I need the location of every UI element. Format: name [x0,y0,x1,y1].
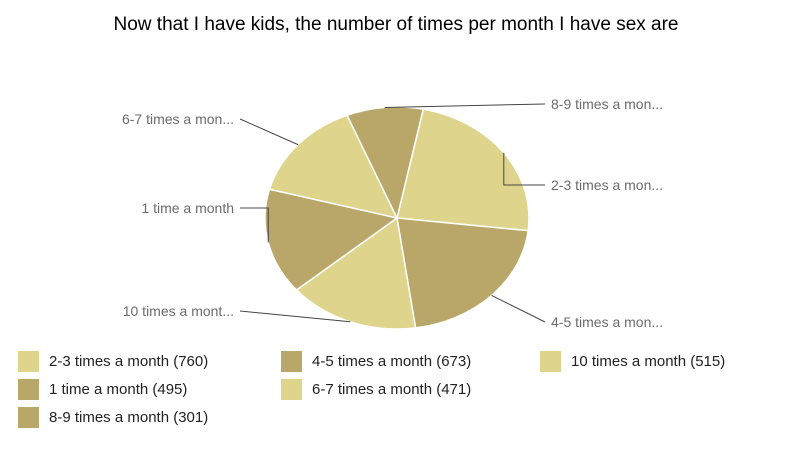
pie-chart: 2-3 times a mon... 4-5 times a mon... 10 t… [122,96,663,330]
legend-label: 2-3 times a month (760) [49,352,209,370]
pie-slice-10-times-a-month [295,216,417,330]
legend-item: 4-5 times a month (673) [281,350,471,372]
callout-label: 6-7 times a mon... [122,111,234,127]
callout-line [503,152,545,186]
pie-slice-4-5-times-a-month [396,217,529,329]
callout-line [384,103,546,108]
callout-label: 10 times a mont... [123,303,234,319]
callout-label: 4-5 times a mon... [551,314,663,330]
legend-item: 10 times a month (515) [540,350,725,372]
callout-label: 2-3 times a mon... [551,177,663,193]
legend-label: 1 time a month (495) [49,380,188,398]
callout-line [239,118,299,146]
legend-label: 6-7 times a month (471) [312,380,472,398]
legend-label: 8-9 times a month (301) [49,408,209,426]
pie-slice-6-7-times-a-month [268,114,399,220]
callout-line [491,294,546,323]
legend-swatch [18,406,39,428]
callout-line [239,310,351,323]
legend-item: 2-3 times a month (760) [18,350,208,372]
legend-swatch [540,350,561,372]
legend-swatch [281,378,302,400]
legend-swatch [281,350,302,372]
legend-item: 8-9 times a month (301) [18,406,208,428]
legend-label: 10 times a month (515) [571,352,726,370]
legend-item: 1 time a month (495) [18,378,187,400]
legend-item: 6-7 times a month (471) [281,378,471,400]
callout-label: 8-9 times a mon... [551,96,663,112]
chart-title: Now that I have kids, the number of time… [113,14,679,35]
legend-swatch [18,378,39,400]
callout-label: 1 time a month [141,200,234,216]
legend-label: 4-5 times a month (673) [312,352,472,370]
callout-line [240,207,269,243]
legend-swatch [18,350,39,372]
